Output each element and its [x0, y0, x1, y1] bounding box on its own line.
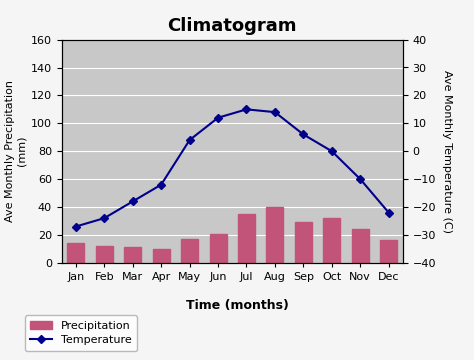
Text: Time (months): Time (months)	[185, 299, 289, 312]
Bar	[124, 247, 141, 263]
Title: Climatogram: Climatogram	[167, 17, 297, 35]
Bar	[352, 229, 369, 263]
Bar	[323, 218, 340, 263]
Bar	[96, 246, 113, 263]
Bar	[181, 239, 198, 263]
Bar	[238, 214, 255, 263]
Y-axis label: Ave Monthly Precipitation
(mm): Ave Monthly Precipitation (mm)	[5, 80, 27, 222]
Bar	[153, 249, 170, 263]
Legend: Precipitation, Temperature: Precipitation, Temperature	[25, 315, 137, 351]
Bar	[67, 243, 84, 263]
Bar	[295, 222, 312, 263]
Bar	[210, 234, 227, 263]
Bar	[380, 240, 397, 263]
Bar	[266, 207, 283, 263]
Y-axis label: Ave Monthly Temperature (C): Ave Monthly Temperature (C)	[442, 70, 452, 233]
